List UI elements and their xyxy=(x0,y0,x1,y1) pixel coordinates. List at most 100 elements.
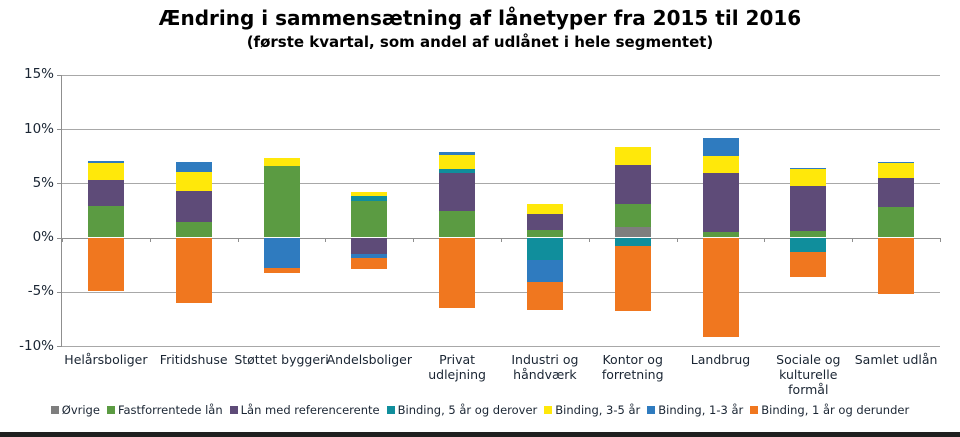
bar-segment xyxy=(351,258,388,269)
gridline-15 xyxy=(62,74,940,76)
bar-segment xyxy=(878,161,915,163)
x-axis-tick xyxy=(940,237,941,242)
x-category-label: Andelsboliger xyxy=(326,352,412,367)
bar-segment xyxy=(614,164,651,204)
bar-segment xyxy=(351,200,388,238)
y-axis-tick xyxy=(57,291,62,293)
x-category-label: Industri og håndværk xyxy=(511,352,579,382)
x-axis-tick xyxy=(852,237,854,242)
x-category-label: Privat udlejning xyxy=(428,352,486,382)
bar-segment xyxy=(526,260,563,282)
bar-segment xyxy=(439,173,476,212)
bar-segment xyxy=(526,204,563,214)
bar-segment xyxy=(526,213,563,230)
bar-segment xyxy=(526,237,563,261)
x-category-label: Sociale og kulturelle formål xyxy=(776,352,841,397)
bar-segment xyxy=(351,195,388,201)
bar-segment xyxy=(790,251,827,278)
y-tick-label: 5% xyxy=(32,174,54,191)
bar-segment xyxy=(614,237,651,246)
bar-segment xyxy=(263,267,300,274)
y-tick-label: -5% xyxy=(27,283,54,300)
legend-label: Binding, 1-3 år xyxy=(658,403,744,417)
bar-segment xyxy=(263,165,300,238)
bar-segment xyxy=(702,173,739,233)
legend-swatch-icon xyxy=(386,406,395,414)
bar-segment xyxy=(790,185,827,231)
bar-segment xyxy=(175,162,212,173)
bar-segment xyxy=(878,237,915,294)
legend-item: Fastforrentede lån xyxy=(106,403,223,417)
bar-segment xyxy=(87,163,124,180)
bar-segment xyxy=(526,281,563,311)
bar-segment xyxy=(351,253,388,259)
bar-segment xyxy=(87,179,124,207)
x-axis-tick xyxy=(325,237,327,242)
legend-swatch-icon xyxy=(50,406,59,414)
bar-segment xyxy=(614,147,651,165)
bar-segment xyxy=(790,237,827,252)
bar-segment xyxy=(263,237,300,268)
legend-label: Binding, 3-5 år xyxy=(555,403,641,417)
legend-item: Binding, 3-5 år xyxy=(544,403,640,417)
bar-segment xyxy=(526,229,563,238)
bar-segment xyxy=(175,172,212,191)
x-category-label: Samlet udlån xyxy=(854,352,938,367)
legend-item: Lån med referencerente xyxy=(229,403,380,417)
x-category-label: Kontor og forretning xyxy=(601,352,664,382)
bar-segment xyxy=(351,237,388,254)
legend-label: Fastforrentede lån xyxy=(117,403,223,417)
x-axis-tick xyxy=(764,237,766,242)
bar-segment xyxy=(702,137,739,156)
bar-segment xyxy=(175,190,212,223)
chart-title: Ændring i sammensætning af lånetyper fra… xyxy=(158,6,802,30)
figure-bottom-border xyxy=(0,432,960,437)
legend-swatch-icon xyxy=(750,406,759,414)
legend-item: Øvrige xyxy=(50,403,100,417)
y-axis-tick xyxy=(57,237,62,239)
gridline--5 xyxy=(62,291,940,293)
y-axis-tick xyxy=(57,74,62,76)
x-category-label: Fritidshuse xyxy=(159,352,228,367)
x-category-label: Landbrug xyxy=(690,352,751,367)
y-axis-tick xyxy=(57,183,62,185)
bar-segment xyxy=(702,232,739,238)
bar-segment xyxy=(878,207,915,238)
bar-segment xyxy=(351,192,388,196)
y-tick-label: -10% xyxy=(19,337,54,354)
bar-segment xyxy=(614,245,651,311)
legend-swatch-icon xyxy=(647,406,656,414)
y-axis-tick xyxy=(57,129,62,130)
bar-segment xyxy=(790,169,827,186)
bar-segment xyxy=(87,206,124,238)
y-tick-label: 0% xyxy=(32,229,54,245)
x-axis-tick xyxy=(413,237,415,242)
bar-segment xyxy=(614,203,651,228)
legend-swatch-icon xyxy=(544,406,553,414)
bar-segment xyxy=(439,155,476,170)
y-axis-line xyxy=(61,74,62,346)
legend-item: Binding, 1-3 år xyxy=(647,403,743,417)
gridline-10 xyxy=(62,129,940,130)
legend-swatch-icon xyxy=(229,406,238,414)
bar-segment xyxy=(702,237,739,337)
y-tick-label: 10% xyxy=(23,120,54,137)
x-axis-tick xyxy=(62,237,63,242)
x-axis-tick xyxy=(237,237,239,242)
y-tick-label: 15% xyxy=(23,66,54,83)
x-axis-tick xyxy=(149,237,151,242)
bar-segment xyxy=(878,162,915,179)
bar-segment xyxy=(263,157,300,166)
gridline-5 xyxy=(62,183,940,185)
bar-segment xyxy=(614,227,651,238)
bar-segment xyxy=(878,178,915,208)
bar-segment xyxy=(439,152,476,156)
bar-segment xyxy=(439,237,476,309)
bar-segment xyxy=(439,211,476,238)
y-axis-tick xyxy=(57,346,62,347)
legend-swatch-icon xyxy=(106,406,115,414)
legend-label: Øvrige xyxy=(61,403,100,417)
x-category-label: Helårsboliger xyxy=(64,352,148,367)
